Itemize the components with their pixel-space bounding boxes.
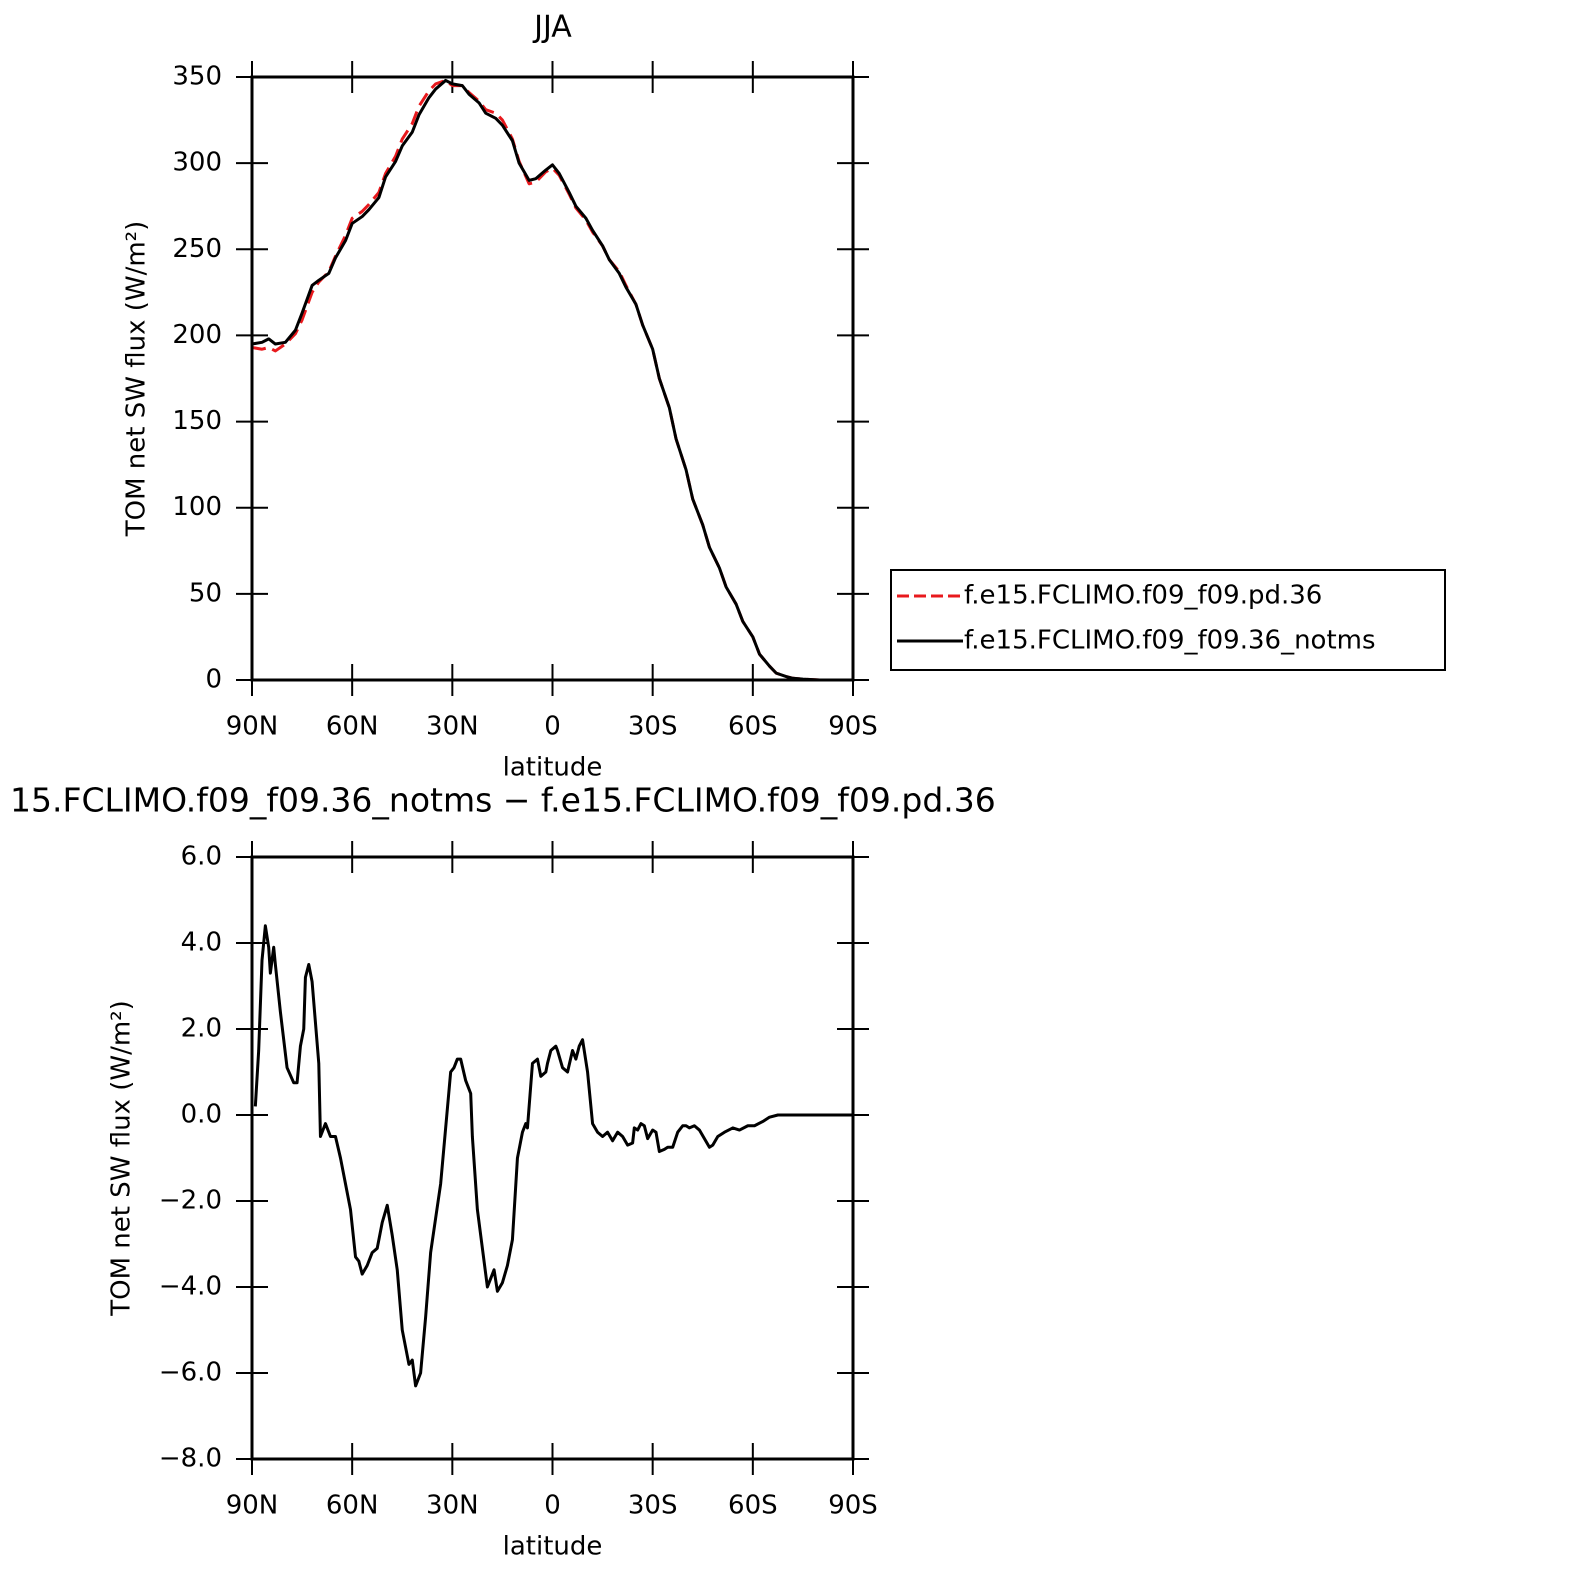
y-tick-label: 300 (172, 148, 222, 178)
x-tick-label: 90S (828, 712, 878, 742)
chart-title: JJA (532, 10, 572, 45)
x-axis-label: latitude (503, 1532, 603, 1562)
y-tick-label: −2.0 (159, 1186, 222, 1216)
plot-frame (250, 855, 855, 1461)
x-tick-label: 90N (226, 712, 279, 742)
x-tick-label: 90N (226, 1491, 279, 1521)
data-line (253, 924, 853, 1388)
y-axis-label: TOM net SW flux (W/m²) (122, 221, 152, 537)
x-tick-label: 60N (326, 1491, 379, 1521)
x-tick-label: 60S (728, 712, 778, 742)
x-tick-label: 60N (326, 712, 379, 742)
chart-title: 15.FCLIMO.f09_f09.36_notms − f.e15.FCLIM… (10, 781, 996, 820)
y-tick-label: 350 (172, 62, 222, 92)
y-tick-label: 4.0 (181, 928, 222, 958)
y-tick-label: −6.0 (159, 1358, 222, 1388)
x-tick-label: 30N (426, 1491, 479, 1521)
y-tick-label: 50 (189, 578, 222, 608)
legend-box (890, 569, 1446, 671)
x-tick-label: 30S (628, 712, 678, 742)
y-axis-label: TOM net SW flux (W/m²) (107, 1000, 137, 1316)
y-tick-label: 150 (172, 406, 222, 436)
y-tick-label: −8.0 (159, 1444, 222, 1474)
y-tick-label: 100 (172, 492, 222, 522)
data-line (251, 78, 853, 682)
y-tick-label: 0 (205, 665, 222, 695)
legend-label: f.e15.FCLIMO.f09_f09.pd.36 (964, 581, 1322, 611)
y-tick-label: 6.0 (181, 842, 222, 872)
y-tick-label: 2.0 (181, 1014, 222, 1044)
y-tick-label: 250 (172, 234, 222, 264)
y-tick-label: −4.0 (159, 1272, 222, 1302)
x-axis-label: latitude (503, 753, 603, 783)
x-tick-label: 30S (628, 1491, 678, 1521)
x-tick-label: 0 (544, 1491, 561, 1521)
x-tick-label: 0 (544, 712, 561, 742)
plot-frame (250, 75, 855, 682)
x-tick-label: 30N (426, 712, 479, 742)
legend-label: f.e15.FCLIMO.f09_f09.36_notms (964, 626, 1376, 656)
x-tick-label: 90S (828, 1491, 878, 1521)
y-tick-label: 200 (172, 320, 222, 350)
data-line (251, 78, 853, 682)
legend: f.e15.FCLIMO.f09_f09.pd.36 f.e15.FCLIMO.f… (890, 569, 1446, 671)
x-tick-label: 60S (728, 1491, 778, 1521)
y-tick-label: 0.0 (181, 1100, 222, 1130)
